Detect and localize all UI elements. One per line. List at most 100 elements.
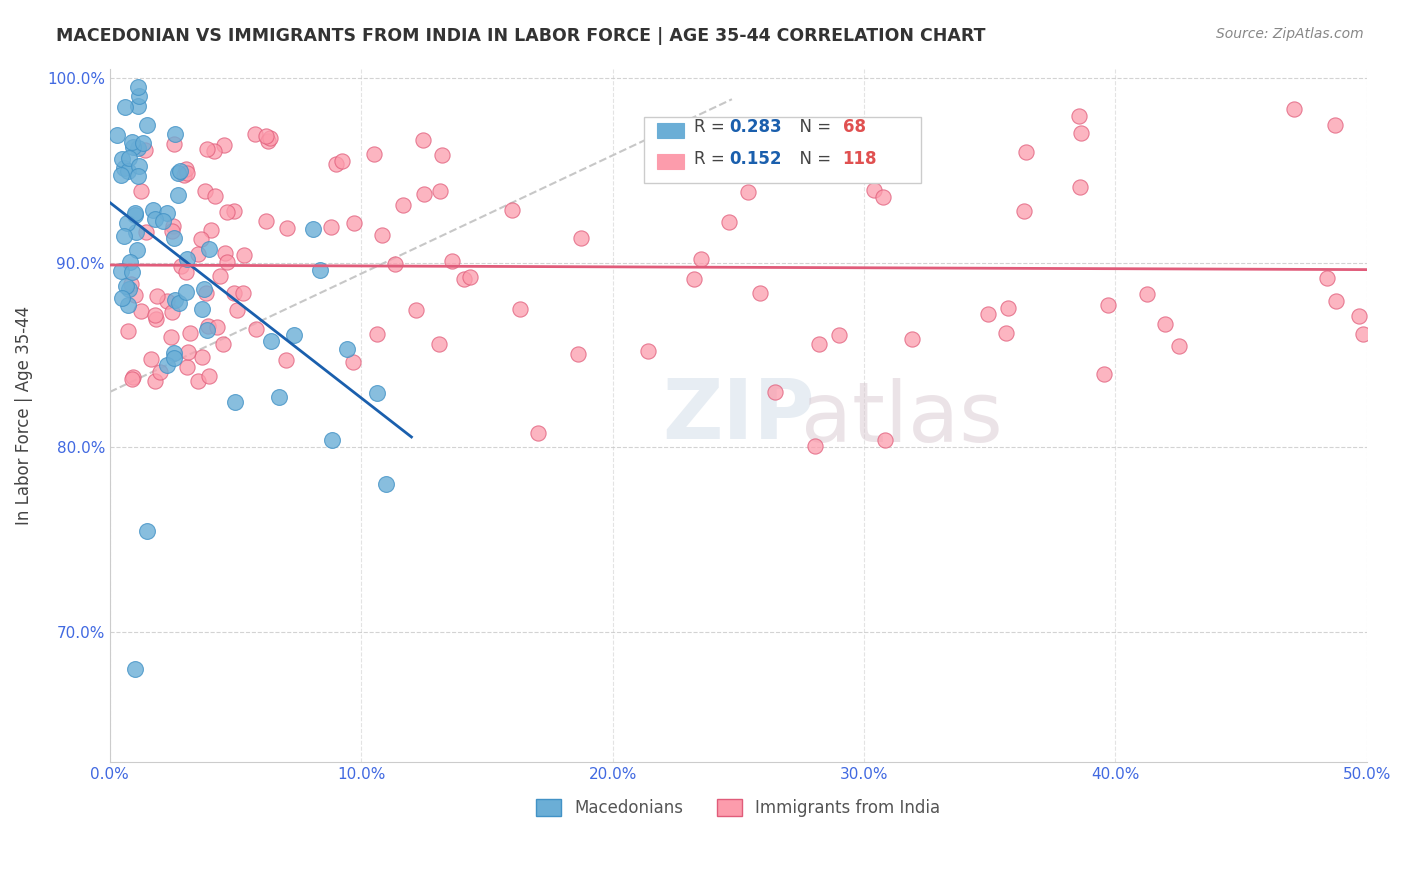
Macedonians [163, 128, 186, 142]
Macedonians [156, 358, 179, 372]
Immigrants from India [232, 248, 254, 262]
Immigrants from India [207, 319, 229, 334]
Macedonians [163, 231, 186, 245]
Immigrants from India [149, 365, 172, 379]
Macedonians [321, 433, 343, 447]
Immigrants from India [245, 321, 267, 335]
Text: R =: R = [695, 119, 730, 136]
Immigrants from India [995, 326, 1018, 341]
Macedonians [174, 285, 197, 300]
Immigrants from India [1136, 287, 1159, 301]
Immigrants from India [211, 336, 233, 351]
Immigrants from India [458, 269, 481, 284]
Immigrants from India [186, 247, 208, 261]
Macedonians [110, 168, 132, 182]
Immigrants from India [763, 385, 786, 400]
Macedonians [193, 282, 215, 296]
Macedonians [117, 164, 139, 178]
Immigrants from India [1012, 204, 1035, 219]
Immigrants from India [177, 345, 200, 359]
Text: N =: N = [789, 150, 837, 168]
Immigrants from India [276, 220, 298, 235]
Immigrants from India [232, 285, 254, 300]
Immigrants from India [429, 184, 451, 198]
Macedonians [121, 265, 143, 279]
Immigrants from India [384, 257, 406, 271]
Immigrants from India [427, 337, 450, 351]
Macedonians [195, 323, 218, 337]
Macedonians [117, 282, 139, 296]
Immigrants from India [145, 375, 167, 389]
Macedonians [127, 79, 149, 94]
Immigrants from India [135, 225, 157, 239]
Immigrants from India [453, 271, 475, 285]
Bar [657, 122, 685, 138]
Immigrants from India [392, 198, 415, 212]
Immigrants from India [682, 272, 704, 286]
Immigrants from India [1284, 102, 1306, 116]
Immigrants from India [862, 183, 884, 197]
Immigrants from India [527, 425, 550, 440]
Immigrants from India [195, 143, 218, 157]
Immigrants from India [637, 343, 659, 358]
Immigrants from India [145, 311, 167, 326]
Macedonians [118, 151, 141, 165]
Macedonians [167, 296, 190, 310]
Macedonians [142, 202, 165, 217]
Text: atlas: atlas [801, 378, 1002, 459]
Macedonians [115, 216, 138, 230]
Immigrants from India [254, 129, 277, 144]
Immigrants from India [509, 301, 531, 316]
Immigrants from India [204, 189, 226, 203]
Immigrants from India [156, 293, 179, 308]
Immigrants from India [1015, 145, 1038, 159]
Macedonians [121, 135, 143, 149]
Macedonians [111, 291, 134, 305]
Immigrants from India [875, 433, 897, 447]
Immigrants from India [430, 147, 453, 161]
Immigrants from India [319, 219, 342, 234]
Immigrants from India [174, 265, 197, 279]
Macedonians [224, 395, 246, 409]
Macedonians [260, 334, 283, 349]
Immigrants from India [121, 372, 143, 386]
Macedonians [127, 141, 149, 155]
Immigrants from India [330, 153, 353, 168]
Immigrants from India [440, 254, 463, 268]
Macedonians [127, 169, 149, 183]
Text: ZIP: ZIP [662, 375, 814, 456]
Macedonians [111, 152, 134, 166]
Immigrants from India [259, 131, 281, 145]
Immigrants from India [143, 308, 166, 322]
Legend: Macedonians, Immigrants from India: Macedonians, Immigrants from India [530, 793, 948, 824]
Macedonians [163, 293, 186, 307]
Immigrants from India [187, 374, 209, 388]
Immigrants from India [977, 307, 1000, 321]
Macedonians [143, 212, 166, 227]
Immigrants from India [170, 259, 193, 273]
Immigrants from India [217, 255, 239, 269]
Immigrants from India [808, 337, 831, 351]
Immigrants from India [737, 186, 759, 200]
Macedonians [269, 390, 291, 404]
Y-axis label: In Labor Force | Age 35-44: In Labor Force | Age 35-44 [15, 306, 32, 524]
Immigrants from India [748, 286, 770, 301]
Immigrants from India [366, 327, 388, 342]
Immigrants from India [690, 252, 713, 266]
Immigrants from India [1324, 293, 1347, 308]
Immigrants from India [1070, 126, 1092, 140]
Immigrants from India [997, 301, 1019, 315]
Immigrants from India [198, 369, 221, 384]
Macedonians [124, 206, 146, 220]
Immigrants from India [214, 138, 236, 153]
Text: 0.283: 0.283 [730, 119, 782, 136]
Immigrants from India [256, 134, 278, 148]
Immigrants from India [325, 157, 347, 171]
Macedonians [110, 263, 132, 277]
Macedonians [166, 166, 188, 180]
Immigrants from India [160, 305, 183, 319]
Immigrants from India [1351, 327, 1374, 342]
Immigrants from India [371, 227, 394, 242]
Immigrants from India [1092, 367, 1115, 381]
Immigrants from India [197, 318, 219, 333]
